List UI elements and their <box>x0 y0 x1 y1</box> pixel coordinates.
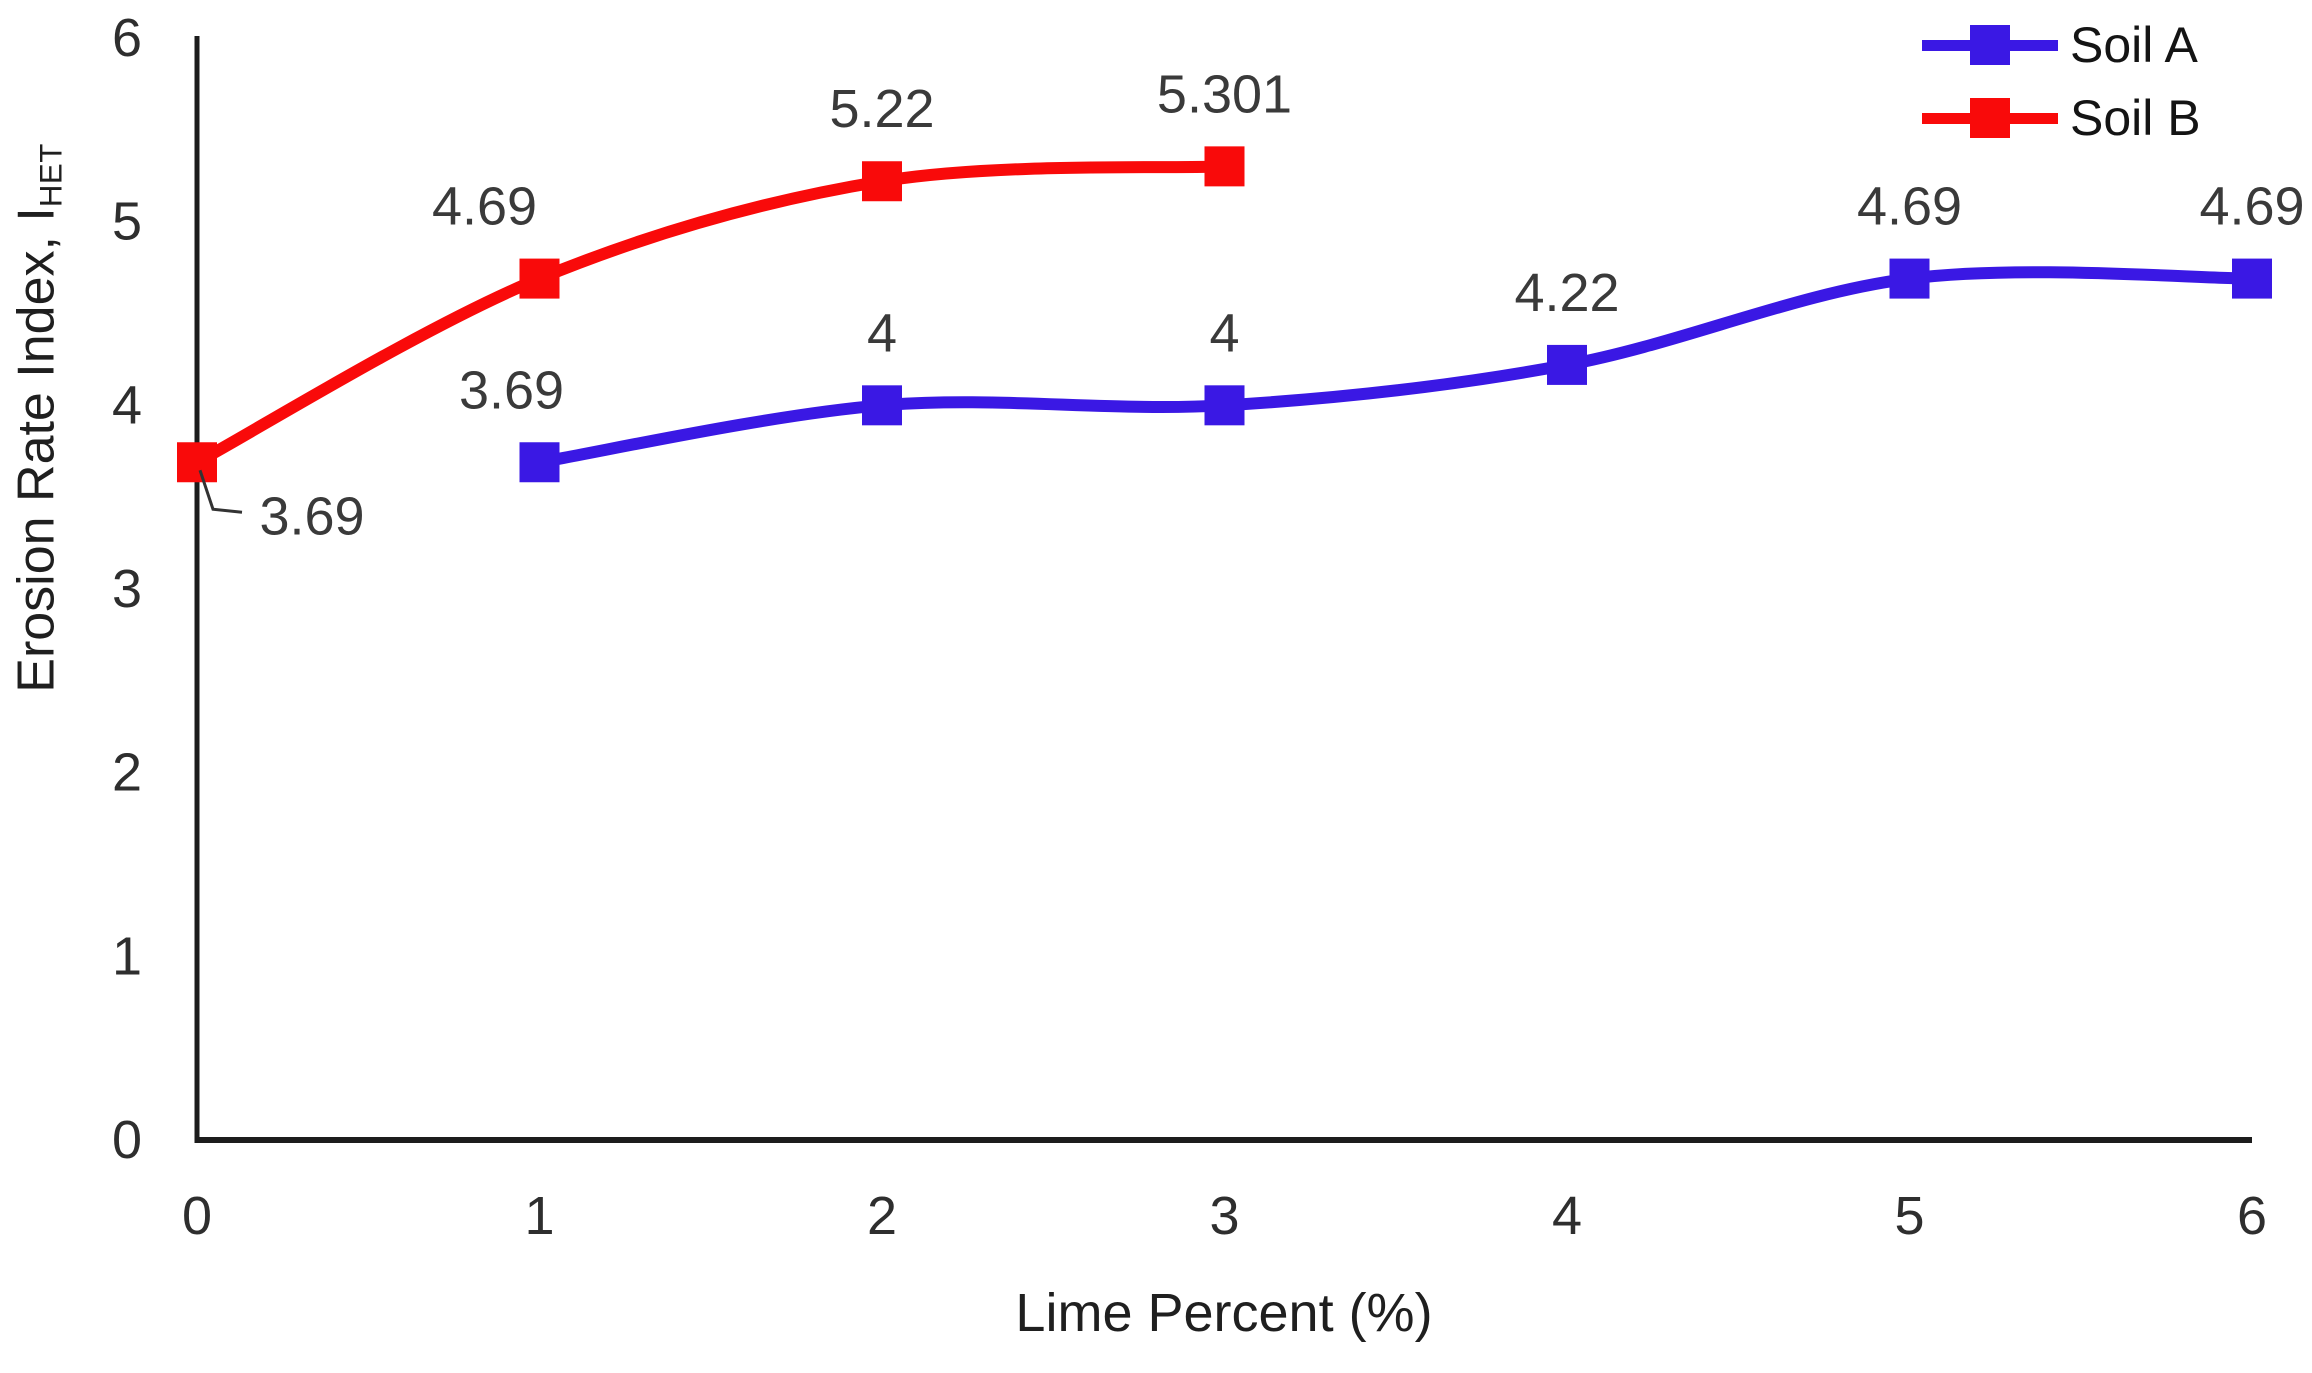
x-tick-label: 5 <box>1894 1186 1924 1246</box>
data-point-marker-soil-b <box>1204 146 1245 187</box>
data-point-label-soil-a: 3.69 <box>459 360 564 420</box>
data-point-label-soil-a: 4 <box>867 303 897 363</box>
legend-label-soil-a: Soil A <box>2070 16 2198 73</box>
x-tick-label: 4 <box>1552 1186 1582 1246</box>
data-point-marker-soil-b <box>519 258 560 299</box>
y-axis-title-text: Erosion Rate Index, I <box>7 207 66 693</box>
data-point-label-soil-a: 4.69 <box>2199 177 2304 237</box>
legend-swatch-soil-b <box>1922 97 2058 139</box>
y-tick-label: 0 <box>112 1110 142 1170</box>
data-point-label-soil-b: 3.69 <box>259 486 364 546</box>
y-axis-title-subscript: HET <box>33 143 69 208</box>
y-tick-label: 4 <box>112 375 142 435</box>
legend-label-soil-b: Soil B <box>2070 89 2201 146</box>
x-tick-label: 1 <box>524 1186 554 1246</box>
x-tick-label: 2 <box>867 1186 897 1246</box>
data-point-marker-soil-a <box>519 442 560 483</box>
data-point-label-soil-b: 5.22 <box>829 79 934 139</box>
x-tick-label: 6 <box>2237 1186 2267 1246</box>
y-tick-label: 5 <box>112 192 142 252</box>
series-line-soil-b <box>191 160 1231 469</box>
x-tick-label: 0 <box>182 1186 212 1246</box>
data-point-label-soil-a: 4 <box>1209 303 1239 363</box>
data-point-marker-soil-a <box>1889 258 1930 299</box>
y-tick-label: 3 <box>112 559 142 619</box>
x-axis-title: Lime Percent (%) <box>1015 1283 1433 1343</box>
legend: Soil A Soil B <box>1922 8 2201 154</box>
data-point-label-soil-b: 4.69 <box>432 177 537 237</box>
data-point-label-soil-a: 4.69 <box>1857 177 1962 237</box>
x-tick-label: 3 <box>1209 1186 1239 1246</box>
data-point-label-soil-b: 5.301 <box>1157 64 1292 124</box>
data-point-marker-soil-b <box>862 161 902 202</box>
data-point-marker-soil-a <box>2232 258 2272 299</box>
data-point-marker-soil-a <box>1204 385 1245 426</box>
series-line-soil-a <box>533 266 2258 469</box>
data-point-marker-soil-a <box>862 385 902 426</box>
legend-item-soil-b: Soil B <box>1922 81 2201 154</box>
y-tick-label: 2 <box>112 743 142 803</box>
data-point-marker-soil-a <box>1547 344 1587 385</box>
legend-square-marker-icon <box>1970 97 2010 138</box>
y-axis-title: Erosion Rate Index, IHET <box>7 143 70 692</box>
legend-square-marker-icon <box>1970 24 2010 65</box>
data-point-marker-soil-b <box>177 442 217 483</box>
y-tick-label: 6 <box>112 8 142 68</box>
callout-leader-line <box>198 469 243 514</box>
y-tick-label: 1 <box>112 926 142 986</box>
legend-swatch-soil-a <box>1922 24 2058 66</box>
data-point-label-soil-a: 4.22 <box>1514 263 1619 323</box>
legend-item-soil-a: Soil A <box>1922 8 2201 81</box>
